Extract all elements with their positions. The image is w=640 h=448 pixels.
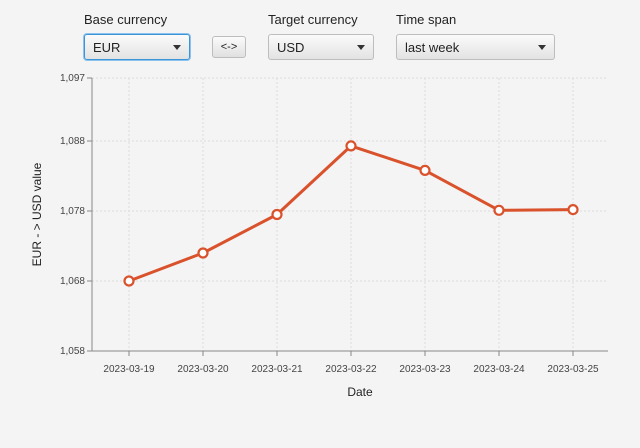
data-point[interactable] xyxy=(419,164,431,177)
target-currency-value: USD xyxy=(277,39,305,55)
x-tick-label: 2023-03-22 xyxy=(325,364,377,375)
x-tick-label: 2023-03-19 xyxy=(103,364,155,375)
chevron-down-icon xyxy=(173,45,181,50)
swap-currencies-button[interactable]: <-> xyxy=(212,36,246,58)
y-tick-label: 1,088 xyxy=(60,136,85,147)
x-axis-title: Date xyxy=(347,385,373,399)
plot-area xyxy=(92,78,608,351)
y-tick-label: 1,058 xyxy=(60,346,85,357)
chart-grid xyxy=(92,77,608,352)
x-tick-label: 2023-03-25 xyxy=(547,364,599,375)
time-span-value: last week xyxy=(405,39,460,55)
base-currency-select[interactable]: EUR xyxy=(84,34,190,60)
data-point[interactable] xyxy=(271,208,283,221)
y-tick-label: 1,078 xyxy=(60,206,85,217)
data-point[interactable] xyxy=(123,275,135,287)
chevron-down-icon xyxy=(357,45,365,50)
chart-axes: 1,058 1,068 1,078 1,088 1,097 2023-03-19 2023-… xyxy=(60,73,608,375)
y-tick-label: 1,068 xyxy=(60,276,85,287)
x-tick-label: 2023-03-20 xyxy=(177,364,229,375)
target-currency-label: Target currency xyxy=(268,12,358,27)
chevron-down-icon xyxy=(538,45,546,50)
chart-series xyxy=(123,140,579,287)
data-point[interactable] xyxy=(345,140,357,152)
time-span-label: Time span xyxy=(396,12,457,27)
y-tick-label: 1,097 xyxy=(60,73,85,84)
exchange-rate-chart: 1,058 1,068 1,078 1,088 1,097 2023-03-19 2023-… xyxy=(30,73,608,399)
y-axis-title: EUR - > USD value xyxy=(30,162,44,266)
x-tick-label: 2023-03-23 xyxy=(399,364,451,375)
data-point[interactable] xyxy=(493,204,505,216)
target-currency-select[interactable]: USD xyxy=(268,34,374,60)
base-currency-value: EUR xyxy=(93,39,121,55)
data-point[interactable] xyxy=(567,204,579,216)
time-span-select[interactable]: last week xyxy=(396,34,555,60)
base-currency-label: Base currency xyxy=(84,12,168,27)
x-tick-label: 2023-03-24 xyxy=(473,364,525,375)
x-tick-label: 2023-03-21 xyxy=(251,364,303,375)
data-point[interactable] xyxy=(197,247,209,259)
